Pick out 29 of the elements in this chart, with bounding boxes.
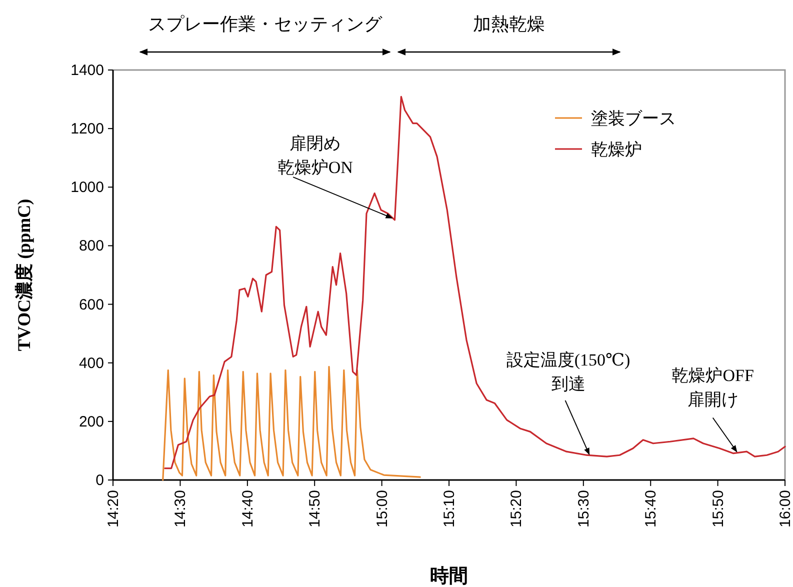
annotation: 設定温度(150℃)到達 [506, 350, 630, 394]
y-tick-label: 1200 [70, 120, 104, 138]
x-tick-label: 14:30 [172, 490, 190, 528]
y-axis-title: TVOC濃度 (ppmC) [14, 198, 34, 352]
legend-label: 塗装ブース [591, 109, 676, 128]
x-axis-title: 時間 [430, 565, 468, 587]
y-tick-label: 200 [78, 413, 104, 430]
x-tick-label: 16:00 [777, 490, 793, 528]
x-tick-label: 15:50 [710, 490, 727, 528]
x-tick-label: 14:50 [306, 490, 324, 528]
annotation: 設定温度(150℃)到達 [506, 350, 630, 456]
x-tick-label: 15:30 [575, 490, 592, 528]
x-tick-label: 14:20 [105, 490, 122, 528]
legend-label: 乾燥炉 [591, 140, 642, 159]
x-tick-label: 15:40 [642, 490, 660, 528]
annotation: 乾燥炉OFF扉開け [672, 366, 754, 409]
annotation: 乾燥炉OFF扉開け [672, 366, 754, 452]
y-tick-label: 0 [96, 472, 104, 489]
annotation: 扉閉め乾燥炉ON [277, 134, 353, 178]
annotation: 扉閉め乾燥炉ON [277, 134, 393, 219]
x-tick-label: 15:10 [441, 490, 458, 528]
y-tick-label: 1400 [70, 62, 104, 79]
y-tick-label: 600 [78, 296, 104, 314]
x-tick-label: 15:20 [508, 490, 526, 528]
y-tick-label: 1000 [70, 179, 104, 196]
x-tick-label: 15:00 [374, 490, 391, 528]
y-tick-label: 400 [78, 354, 104, 372]
y-tick-label: 800 [78, 238, 104, 255]
x-tick-label: 14:40 [239, 490, 256, 528]
